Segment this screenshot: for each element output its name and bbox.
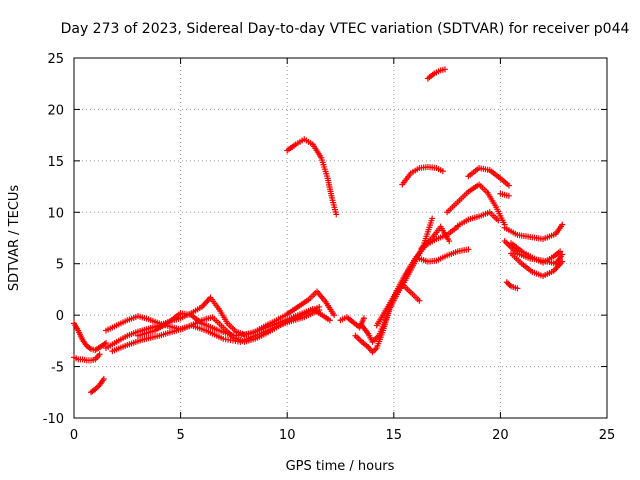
series-track-k xyxy=(359,224,461,345)
y-tick-label: -5 xyxy=(51,361,64,376)
data-series xyxy=(71,66,565,395)
series-track-l xyxy=(374,281,423,328)
plot-frame xyxy=(74,58,607,418)
series-track-c xyxy=(88,376,107,395)
y-axis-label: SDTVAR / TECUs xyxy=(7,185,22,292)
series-track-u xyxy=(504,279,521,291)
data-point-markers xyxy=(502,222,566,242)
y-tick-label: 5 xyxy=(56,258,64,273)
chart: Day 273 of 2023, Sidereal Day-to-day VTE… xyxy=(0,0,640,480)
series-track-r xyxy=(465,165,512,188)
chart-title: Day 273 of 2023, Sidereal Day-to-day VTE… xyxy=(61,21,630,37)
series-track-h xyxy=(284,136,339,217)
data-point-markers xyxy=(497,191,512,199)
series-track-n xyxy=(425,66,448,81)
y-tick-label: 25 xyxy=(47,52,64,67)
grid xyxy=(74,58,607,418)
series-track-m xyxy=(399,164,446,187)
y-tick-label: 20 xyxy=(47,103,64,118)
y-tick-label: 0 xyxy=(56,309,64,324)
y-tick-label: 10 xyxy=(47,206,64,221)
data-point-markers xyxy=(425,66,448,81)
series-track-v xyxy=(502,222,566,242)
y-tick-label: 15 xyxy=(47,155,64,170)
series-track-t xyxy=(497,191,512,199)
data-point-markers xyxy=(71,351,103,363)
x-tick-label: 25 xyxy=(599,428,616,443)
x-tick-label: 5 xyxy=(176,428,184,443)
data-point-markers xyxy=(419,224,453,252)
data-point-markers xyxy=(504,279,521,291)
series-track-p xyxy=(419,224,453,252)
x-tick-label: 10 xyxy=(279,428,296,443)
data-point-markers xyxy=(399,164,446,187)
data-point-markers xyxy=(284,136,339,217)
x-tick-label: 15 xyxy=(386,428,403,443)
y-tick-label: -10 xyxy=(43,412,64,427)
x-tick-label: 0 xyxy=(70,428,78,443)
data-point-markers xyxy=(374,281,423,328)
data-point-markers xyxy=(88,376,107,395)
x-tick-label: 20 xyxy=(492,428,509,443)
x-axis-label: GPS time / hours xyxy=(286,459,395,474)
data-point-markers xyxy=(359,224,461,345)
axis-ticks: 0 5 10 15 20 25 -10 -5 0 5 10 15 20 25 xyxy=(43,52,616,443)
data-point-markers xyxy=(465,165,512,188)
series-track-a xyxy=(71,351,103,363)
